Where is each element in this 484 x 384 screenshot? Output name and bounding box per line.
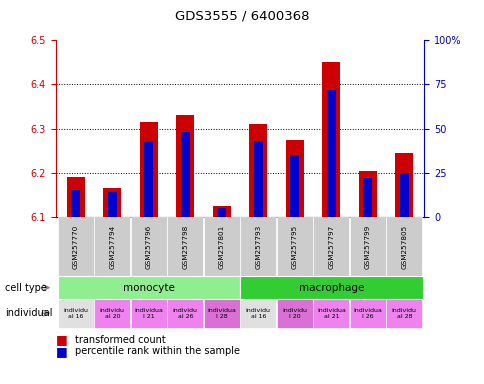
Text: macrophage: macrophage	[298, 283, 363, 293]
Bar	[139, 122, 158, 217]
Bar	[107, 192, 117, 217]
Bar	[71, 190, 80, 217]
Bar	[321, 62, 340, 217]
Text: individu
l 20: individu l 20	[282, 308, 307, 319]
Bar	[253, 141, 262, 217]
Bar	[144, 141, 153, 217]
Text: individu
al 26: individu al 26	[172, 308, 197, 319]
Text: individua
al 21: individua al 21	[316, 308, 345, 319]
Text: ■: ■	[56, 345, 67, 358]
Text: individual: individual	[5, 308, 52, 318]
Bar	[363, 178, 372, 217]
Text: individua
l 26: individua l 26	[353, 308, 381, 319]
Text: GSM257797: GSM257797	[328, 225, 333, 269]
Text: individu
al 20: individu al 20	[100, 308, 124, 319]
Text: individu
al 16: individu al 16	[245, 308, 270, 319]
Bar	[67, 177, 85, 217]
Text: GSM257805: GSM257805	[400, 225, 407, 269]
Text: transformed count: transformed count	[75, 335, 166, 345]
Text: GSM257801: GSM257801	[218, 225, 225, 269]
Text: percentile rank within the sample: percentile rank within the sample	[75, 346, 240, 356]
Bar	[212, 206, 230, 217]
Text: GSM257799: GSM257799	[364, 225, 370, 269]
Bar	[394, 153, 412, 217]
Text: ■: ■	[56, 333, 67, 346]
Bar	[103, 188, 121, 217]
Text: individua
l 21: individua l 21	[134, 308, 163, 319]
Text: individua
l 28: individua l 28	[207, 308, 236, 319]
Text: individu
al 28: individu al 28	[391, 308, 416, 319]
Text: cell type: cell type	[5, 283, 46, 293]
Bar	[358, 170, 376, 217]
Text: GSM257794: GSM257794	[109, 225, 115, 269]
Text: GSM257796: GSM257796	[146, 225, 151, 269]
Text: GSM257795: GSM257795	[291, 225, 297, 269]
Bar	[289, 155, 299, 217]
Bar	[326, 90, 335, 217]
Text: GSM257793: GSM257793	[255, 225, 261, 269]
Bar	[217, 208, 226, 217]
Bar	[249, 124, 267, 217]
Text: GSM257770: GSM257770	[73, 225, 79, 269]
Text: GSM257798: GSM257798	[182, 225, 188, 269]
Text: GDS3555 / 6400368: GDS3555 / 6400368	[175, 10, 309, 23]
Bar	[399, 173, 408, 217]
Bar	[176, 115, 194, 217]
Text: individu
al 16: individu al 16	[63, 308, 88, 319]
Bar	[285, 140, 303, 217]
Text: monocyte: monocyte	[122, 283, 174, 293]
Bar	[181, 132, 190, 217]
